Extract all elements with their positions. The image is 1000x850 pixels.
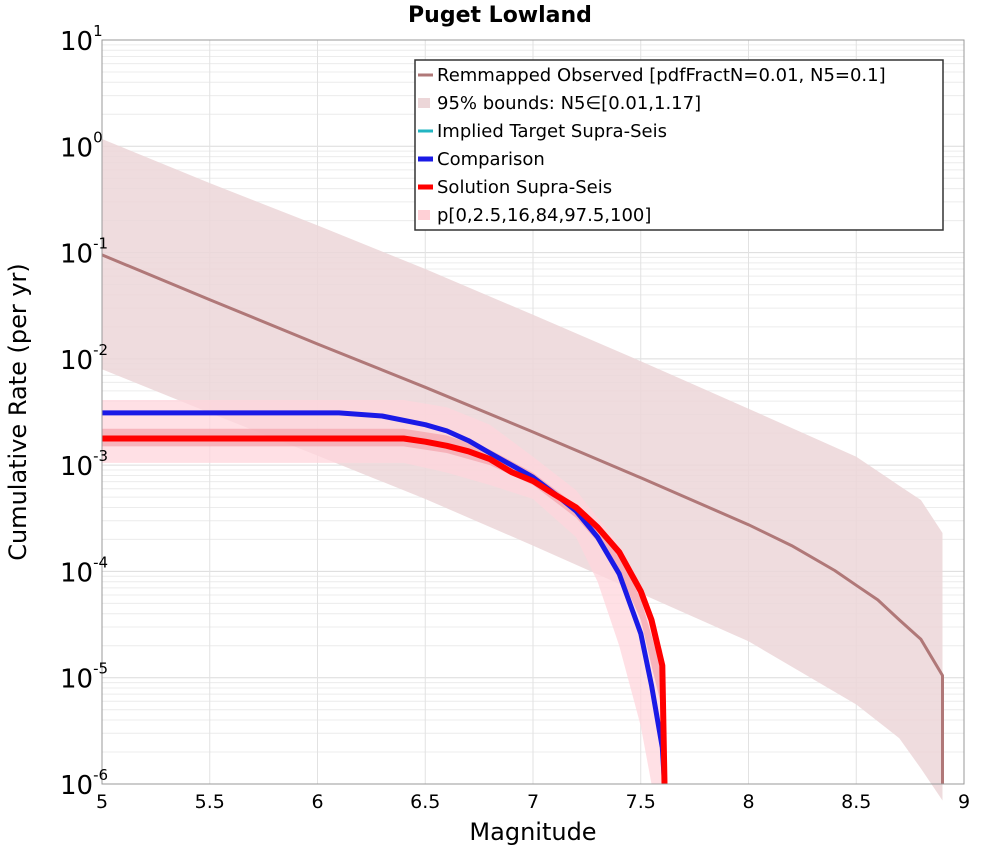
y-tick-label: 101 xyxy=(60,22,103,57)
y-axis-label: Cumulative Rate (per yr) xyxy=(4,263,32,561)
legend-entry: 95% bounds: N5∈[0.01,1.17] xyxy=(437,93,701,114)
x-tick-label: 8.5 xyxy=(841,791,871,813)
y-tick-label: 10-6 xyxy=(60,766,108,801)
x-tick-label: 5.5 xyxy=(195,791,225,813)
y-tick-label: 10-1 xyxy=(60,235,108,270)
legend-swatch xyxy=(418,210,430,220)
y-tick-label: 10-2 xyxy=(60,341,108,376)
x-axis-label: Magnitude xyxy=(469,818,596,846)
y-tick-label: 100 xyxy=(60,128,103,163)
y-tick-label: 10-3 xyxy=(60,447,108,482)
legend-entry: p[0,2.5,16,84,97.5,100] xyxy=(437,205,651,226)
y-tick-label: 10-5 xyxy=(60,660,108,695)
series-lines xyxy=(101,253,944,785)
legend-entry: Comparison xyxy=(437,149,545,170)
x-tick-label: 6 xyxy=(311,791,323,813)
y-tick-labels: 101 100 10-1 10-2 10-3 10-4 10-5 10-6 xyxy=(60,22,108,801)
x-tick-label: 8 xyxy=(742,791,754,813)
x-tick-label: 7 xyxy=(527,791,539,813)
x-tick-label: 7.5 xyxy=(626,791,656,813)
x-tick-label: 6.5 xyxy=(410,791,440,813)
series-line-2 xyxy=(102,435,668,785)
x-tick-label: 9 xyxy=(958,791,970,813)
legend-box xyxy=(414,59,944,231)
legend-entry: Solution Supra-Seis xyxy=(437,177,612,198)
x-tick-labels: 5 5.5 6 6.5 7 7.5 8 8.5 9 xyxy=(96,791,970,813)
legend: Remmapped Observed [pdfFractN=0.01, N5=0… xyxy=(414,59,944,231)
y-tick-label: 10-4 xyxy=(60,553,108,588)
legend-entry: Implied Target Supra-Seis xyxy=(437,121,667,142)
series-line-0 xyxy=(101,253,944,784)
chart-title: Puget Lowland xyxy=(408,3,592,28)
series-line-1 xyxy=(102,410,667,785)
legend-entry: Remmapped Observed [pdfFractN=0.01, N5=0… xyxy=(437,65,886,86)
legend-swatch xyxy=(418,98,430,108)
x-tick-label: 5 xyxy=(96,791,108,813)
plot-frame xyxy=(101,39,965,785)
